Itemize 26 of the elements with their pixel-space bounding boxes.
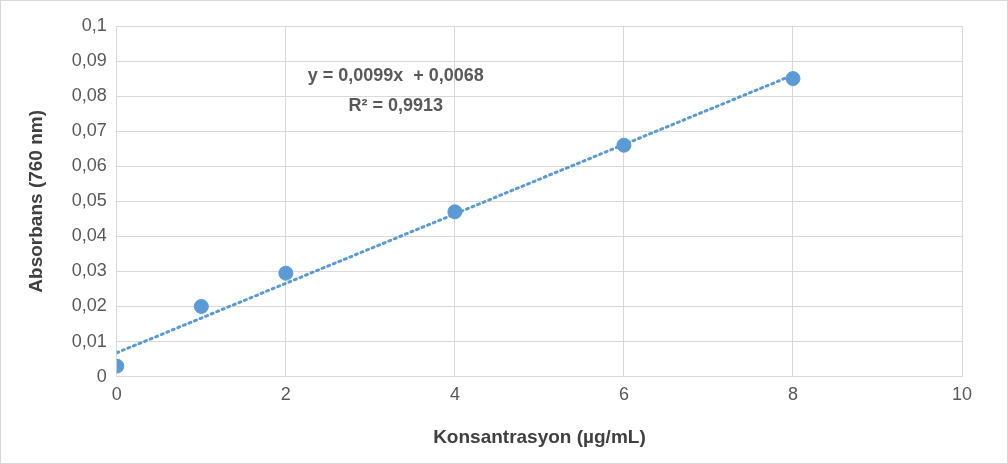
- y-tick-label: 0,04: [71, 225, 107, 246]
- x-tick-label: 8: [787, 384, 798, 405]
- y-tick-label: 0,03: [71, 260, 107, 281]
- y-tick-label: 0,09: [71, 50, 107, 71]
- y-tick-label: 0,01: [71, 330, 107, 351]
- annotation: R² = 0,9913: [348, 94, 444, 115]
- y-tick-label: 0,05: [71, 190, 107, 211]
- point: [616, 137, 632, 153]
- y-tick-label: 0,08: [71, 85, 107, 106]
- point: [785, 71, 801, 87]
- x-tick-label: 0: [111, 384, 122, 405]
- y-tick-label: 0,02: [71, 295, 107, 316]
- annotation: y = 0,0099x + 0,0068: [307, 64, 484, 85]
- y-tick-label: 0,07: [71, 120, 107, 141]
- y-tick-label: 0: [96, 365, 107, 386]
- point: [447, 204, 463, 220]
- x-axis-title: Konsantrasyon (µg/mL): [433, 425, 646, 447]
- x-tick-label: 2: [280, 384, 291, 405]
- y-tick-label: 0,1: [81, 14, 107, 35]
- point: [193, 298, 209, 314]
- x-tick-label: 10: [951, 384, 973, 405]
- y-tick-label: 0,06: [71, 155, 107, 176]
- x-tick-label: 4: [449, 384, 460, 405]
- point: [278, 265, 294, 281]
- x-tick-label: 6: [618, 384, 629, 405]
- y-axis-title: Absorbans (760 nm): [24, 109, 46, 293]
